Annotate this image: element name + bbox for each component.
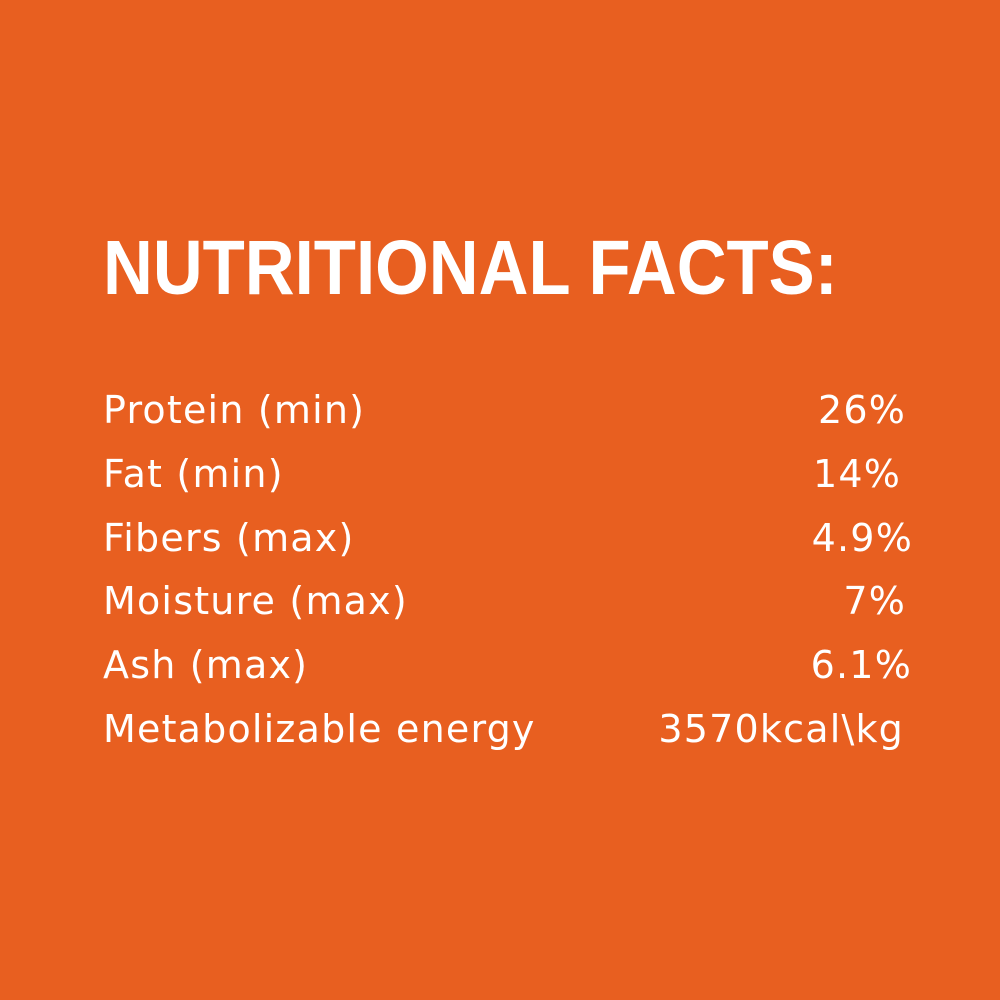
nutrient-label: Fat (min) [103, 451, 284, 496]
nutrient-label: Metabolizable energy [103, 706, 536, 751]
nutrient-value: 7% [843, 579, 906, 624]
nutrition-row-fibers: Fibers (max) 4.9% [103, 514, 912, 578]
nutrient-value: 6.1% [810, 643, 912, 688]
nutrition-row-moisture: Moisture (max) 7% [103, 577, 908, 641]
nutrient-value: 14% [812, 451, 901, 496]
nutrient-label: Protein (min) [103, 388, 366, 432]
nutrient-value: 4.9% [811, 515, 913, 560]
page-title: NUTRITIONAL FACTS: [103, 224, 838, 311]
nutrition-row-protein: Protein (min) 26% [103, 386, 908, 450]
nutrient-value: 3570kcal\kg [658, 706, 904, 751]
nutrition-row-fat: Fat (min) 14% [103, 450, 908, 514]
nutrient-label: Ash (max) [103, 643, 309, 688]
nutrition-table: Protein (min) 26% Fat (min) 14% Fibers (… [103, 386, 912, 769]
nutrient-label: Fibers (max) [103, 515, 355, 560]
nutrition-row-energy: Metabolizable energy 3570kcal\kg [103, 705, 908, 769]
nutrition-row-ash: Ash (max) 6.1% [103, 641, 911, 705]
nutrient-value: 26% [817, 388, 906, 432]
nutrient-label: Moisture (max) [103, 579, 408, 624]
